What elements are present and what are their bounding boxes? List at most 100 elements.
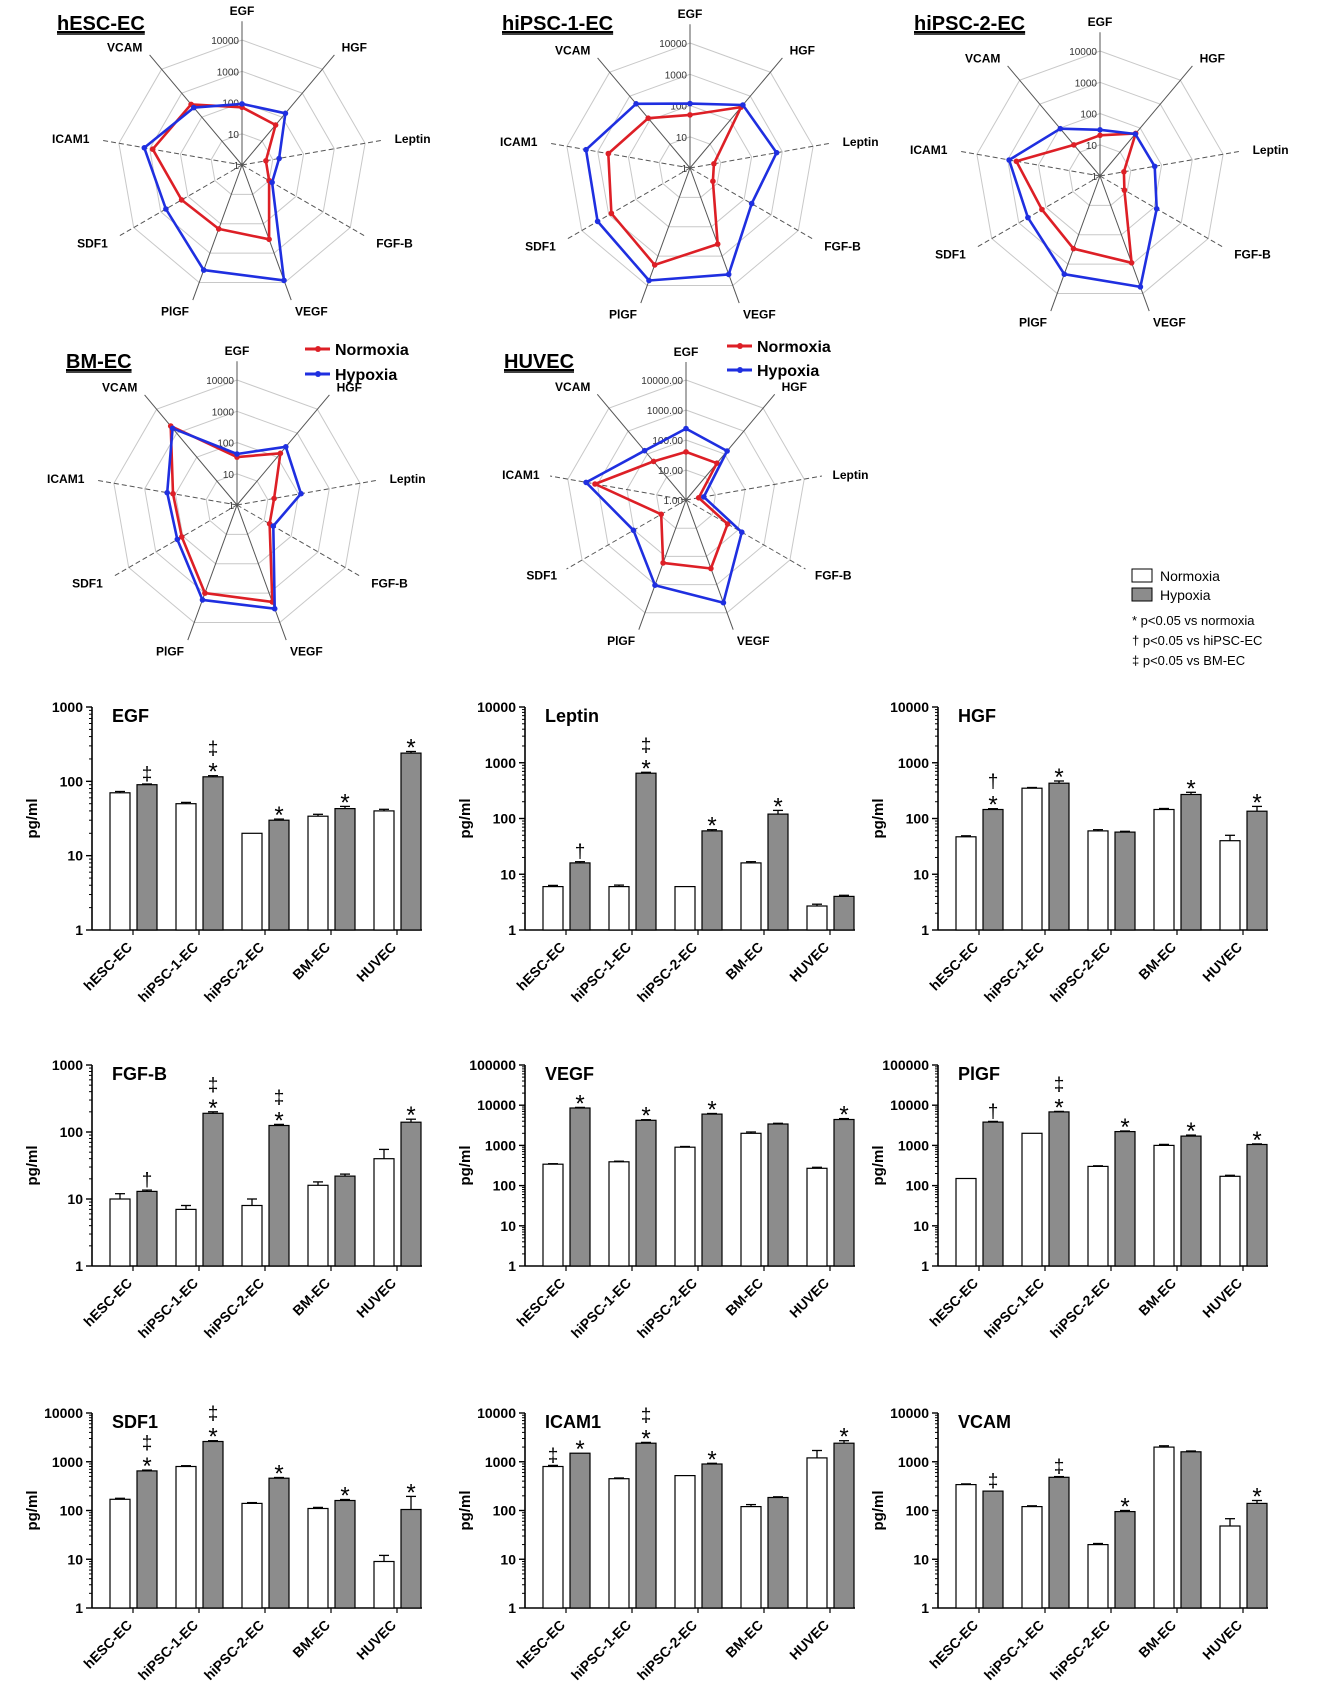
- radar-spoke: [1099, 175, 1225, 249]
- significance-mark: *: [1252, 1484, 1261, 1511]
- radar-axis-label: FGF-B: [1234, 248, 1271, 262]
- bar-hypoxia: [202, 776, 224, 931]
- bar-normoxia: [674, 1146, 696, 1267]
- y-tick-label: 10: [500, 1218, 516, 1234]
- x-tick-label: hiPSC-2-EC: [201, 939, 267, 1005]
- radar-spoke: [236, 504, 362, 578]
- bar-normoxia: [373, 810, 395, 931]
- significance-mark: *: [1186, 1118, 1195, 1145]
- radar-legend-huvec: Normoxia Hypoxia: [727, 339, 831, 380]
- y-tick-label: 1: [921, 1258, 929, 1274]
- significance-mark: *: [142, 1453, 151, 1480]
- radar-axis-label: PlGF: [161, 305, 189, 319]
- bar-hypoxia: [833, 1118, 855, 1267]
- significance-mark: *: [707, 813, 716, 840]
- bar-normoxia: [1087, 1543, 1109, 1609]
- radar-title: hESC-EC: [57, 13, 145, 35]
- radar-point: [149, 146, 156, 152]
- radar-point: [594, 218, 601, 225]
- radar-point: [269, 179, 275, 186]
- radar-ring: [1068, 144, 1132, 206]
- radar-point: [1151, 163, 1158, 170]
- radar-title: hiPSC-2-EC: [914, 13, 1025, 35]
- radar-ring: [1007, 81, 1193, 265]
- radar-spoke: [689, 167, 740, 304]
- radar-ring: [118, 39, 366, 283]
- radar-axis-label: FGF-B: [376, 237, 413, 251]
- bar-normoxia: [1021, 1132, 1043, 1267]
- x-tick-label: HUVEC: [786, 1275, 832, 1321]
- radar-axis-label: FGF-B: [371, 577, 408, 591]
- radar-axis-label: SDF1: [526, 568, 557, 582]
- radar-axis-label: Leptin: [843, 135, 879, 149]
- radar-point: [215, 226, 222, 232]
- radar-axis-label: VCAM: [555, 380, 590, 394]
- bar-hypoxia: [701, 1113, 723, 1267]
- y-tick-label: 1: [75, 922, 83, 938]
- bar-hypoxia: [701, 1463, 723, 1609]
- radar-point: [1121, 187, 1128, 193]
- radar-spoke: [241, 164, 367, 238]
- bar-normoxia: [955, 836, 977, 931]
- x-tick-label: BM-EC: [289, 939, 333, 983]
- radar-point: [652, 582, 658, 588]
- x-tick-label: HUVEC: [1199, 1275, 1245, 1321]
- radar-ring: [174, 441, 300, 565]
- radar-ring: [205, 473, 269, 535]
- y-axis-label: pg/ml: [870, 1146, 887, 1186]
- bar-hypoxia: [400, 752, 422, 931]
- x-tick-label: hiPSC-2-EC: [634, 939, 700, 1005]
- radar-axis-label: ICAM1: [910, 143, 948, 157]
- y-tick-label: 10: [913, 1551, 929, 1567]
- bar-normoxia: [806, 905, 828, 931]
- bar-hypoxia: [400, 1121, 422, 1267]
- radar-chart-4: 1.00 10.00 100.00 1000.00 10000.00 EGF HGF Lept…: [502, 345, 868, 648]
- bar-chart-title: FGF-B: [112, 1064, 167, 1084]
- bar-chart-1: 110100100010000pg/mlLeptin†hESC-EC*‡hiPS…: [457, 699, 855, 1005]
- radar-axis-label: PlGF: [156, 645, 184, 659]
- y-tick-label: 1000: [898, 755, 929, 771]
- radar-point: [687, 100, 693, 107]
- radar-ring: [1037, 112, 1163, 236]
- radar-axis-label: Leptin: [1253, 143, 1289, 157]
- radar-axis-label: EGF: [674, 345, 699, 359]
- y-tick-label: 10000: [890, 1097, 929, 1113]
- legend-normoxia-label: Normoxia: [335, 342, 409, 359]
- radar-panels: 1 10 100 1000 10000 EGF HGF Leptin FGF-B VEGF PlGF…: [47, 4, 1289, 659]
- radar-point: [266, 236, 272, 243]
- bar-normoxia: [806, 1457, 828, 1609]
- significance-mark: ‡: [1054, 1074, 1065, 1095]
- y-tick-label: 1000: [898, 1137, 929, 1153]
- radar-series-hypoxia: [1007, 127, 1158, 289]
- x-tick-label: hESC-EC: [926, 1275, 981, 1330]
- radar-spoke: [685, 499, 734, 630]
- bar-chart-title: VEGF: [545, 1064, 594, 1084]
- y-axis-label: pg/ml: [24, 1491, 41, 1531]
- radar-axis-label: VEGF: [295, 305, 328, 319]
- radar-point: [739, 529, 745, 535]
- radar-point: [234, 451, 240, 457]
- significance-mark: †: [988, 1101, 999, 1122]
- radar-axis-label: EGF: [225, 344, 250, 358]
- radar-point: [282, 110, 289, 117]
- y-axis-label: pg/ml: [457, 1491, 474, 1531]
- radar-scale-label: 10000: [1069, 47, 1097, 58]
- bar-hypoxia: [1180, 1451, 1202, 1609]
- radar-point: [583, 146, 589, 153]
- radar-point: [724, 448, 730, 454]
- y-tick-label: 1000: [485, 1137, 516, 1153]
- x-tick-label: BM-EC: [289, 1617, 333, 1661]
- radar-point: [178, 197, 185, 203]
- x-tick-label: hESC-EC: [926, 939, 981, 994]
- x-tick-label: hESC-EC: [80, 1617, 135, 1672]
- significance-mark: ‡: [988, 1471, 999, 1492]
- y-tick-label: 1000: [52, 1057, 83, 1073]
- radar-point: [711, 161, 717, 167]
- radar-point: [281, 277, 287, 284]
- radar-ring: [149, 70, 335, 254]
- radar-spoke: [685, 393, 776, 501]
- significance-mark: *: [208, 1424, 217, 1451]
- x-tick-label: hiPSC-2-EC: [1047, 1617, 1113, 1683]
- significance-mark: *: [1186, 775, 1195, 802]
